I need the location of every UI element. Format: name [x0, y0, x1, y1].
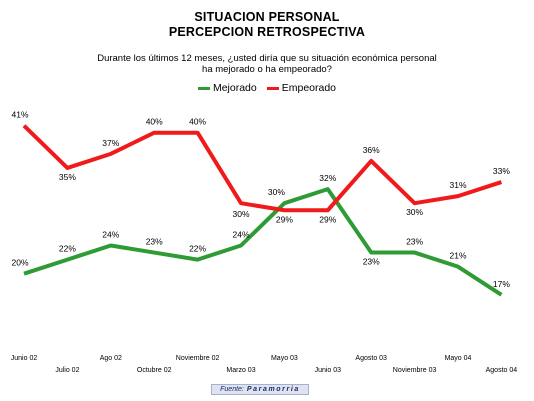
- data-label-empeorado: 36%: [363, 145, 380, 155]
- legend-swatch-mejorado: [197, 86, 210, 90]
- data-label-empeorado: 37%: [102, 138, 119, 148]
- source-note: Fuente: Paramorria: [211, 384, 309, 395]
- data-label-empeorado: 40%: [189, 117, 206, 127]
- data-label-empeorado: 33%: [493, 166, 510, 176]
- series-line-mejorado: [23, 187, 503, 297]
- legend-item-mejorado: Mejorado: [197, 82, 257, 94]
- data-label-empeorado: 29%: [319, 214, 336, 224]
- data-label-mejorado: 23%: [146, 237, 163, 247]
- data-label-mejorado: 24%: [232, 230, 249, 240]
- data-label-empeorado: 31%: [449, 180, 466, 190]
- legend-swatch-empeorado: [266, 86, 279, 90]
- chart-title-secondary: PERCEPCION RETROSPECTIVA: [168, 25, 366, 39]
- data-label-empeorado: 30%: [232, 209, 249, 219]
- series-line-empeorado: [22, 124, 503, 213]
- chart-subtitle-line1: Durante los últimos 12 meses, ¿usted dir…: [97, 53, 437, 64]
- data-label-empeorado: 40%: [146, 117, 163, 127]
- data-label-mejorado: 32%: [319, 173, 336, 183]
- source-name: Paramorria: [246, 386, 300, 393]
- x-tick-label: Octubre 02: [137, 367, 172, 374]
- data-label-mejorado: 22%: [59, 244, 76, 254]
- chart-legend: Mejorado Empeorado: [0, 82, 534, 94]
- data-label-mejorado: 23%: [406, 237, 423, 247]
- x-tick-label: Mayo 03: [271, 355, 298, 362]
- data-label-mejorado: 20%: [11, 258, 28, 268]
- data-label-mejorado: 30%: [268, 187, 285, 197]
- data-label-empeorado: 35%: [59, 172, 76, 182]
- data-label-mejorado: 24%: [102, 230, 119, 240]
- x-tick-label: Agosto 03: [355, 355, 387, 362]
- x-tick-label: Noviembre 03: [393, 367, 437, 374]
- legend-label-mejorado: Mejorado: [212, 82, 257, 94]
- data-label-empeorado: 41%: [11, 110, 28, 120]
- data-label-mejorado: 21%: [449, 251, 466, 261]
- x-tick-label: Agosto 04: [486, 367, 518, 374]
- data-label-empeorado: 29%: [276, 214, 293, 224]
- x-tick-label: Noviembre 02: [176, 355, 220, 362]
- data-label-mejorado: 23%: [363, 257, 380, 267]
- legend-label-empeorado: Empeorado: [281, 82, 337, 94]
- x-tick-label: Ago 02: [100, 355, 122, 362]
- legend-item-empeorado: Empeorado: [266, 82, 337, 94]
- data-label-mejorado: 17%: [493, 279, 510, 289]
- x-tick-label: Mayo 04: [445, 355, 472, 362]
- x-tick-label: Marzo 03: [226, 367, 255, 374]
- x-tick-label: Junio 02: [11, 355, 38, 362]
- data-label-empeorado: 30%: [406, 207, 423, 217]
- data-label-mejorado: 22%: [189, 244, 206, 254]
- source-label: Fuente:: [220, 386, 244, 393]
- x-tick-label: Junio 03: [315, 367, 342, 374]
- x-tick-label: Julio 02: [55, 367, 79, 374]
- chart-subtitle-line2: ha mejorado o ha empeorado?: [202, 64, 332, 75]
- chart-title: SITUACION PERSONAL: [194, 10, 340, 24]
